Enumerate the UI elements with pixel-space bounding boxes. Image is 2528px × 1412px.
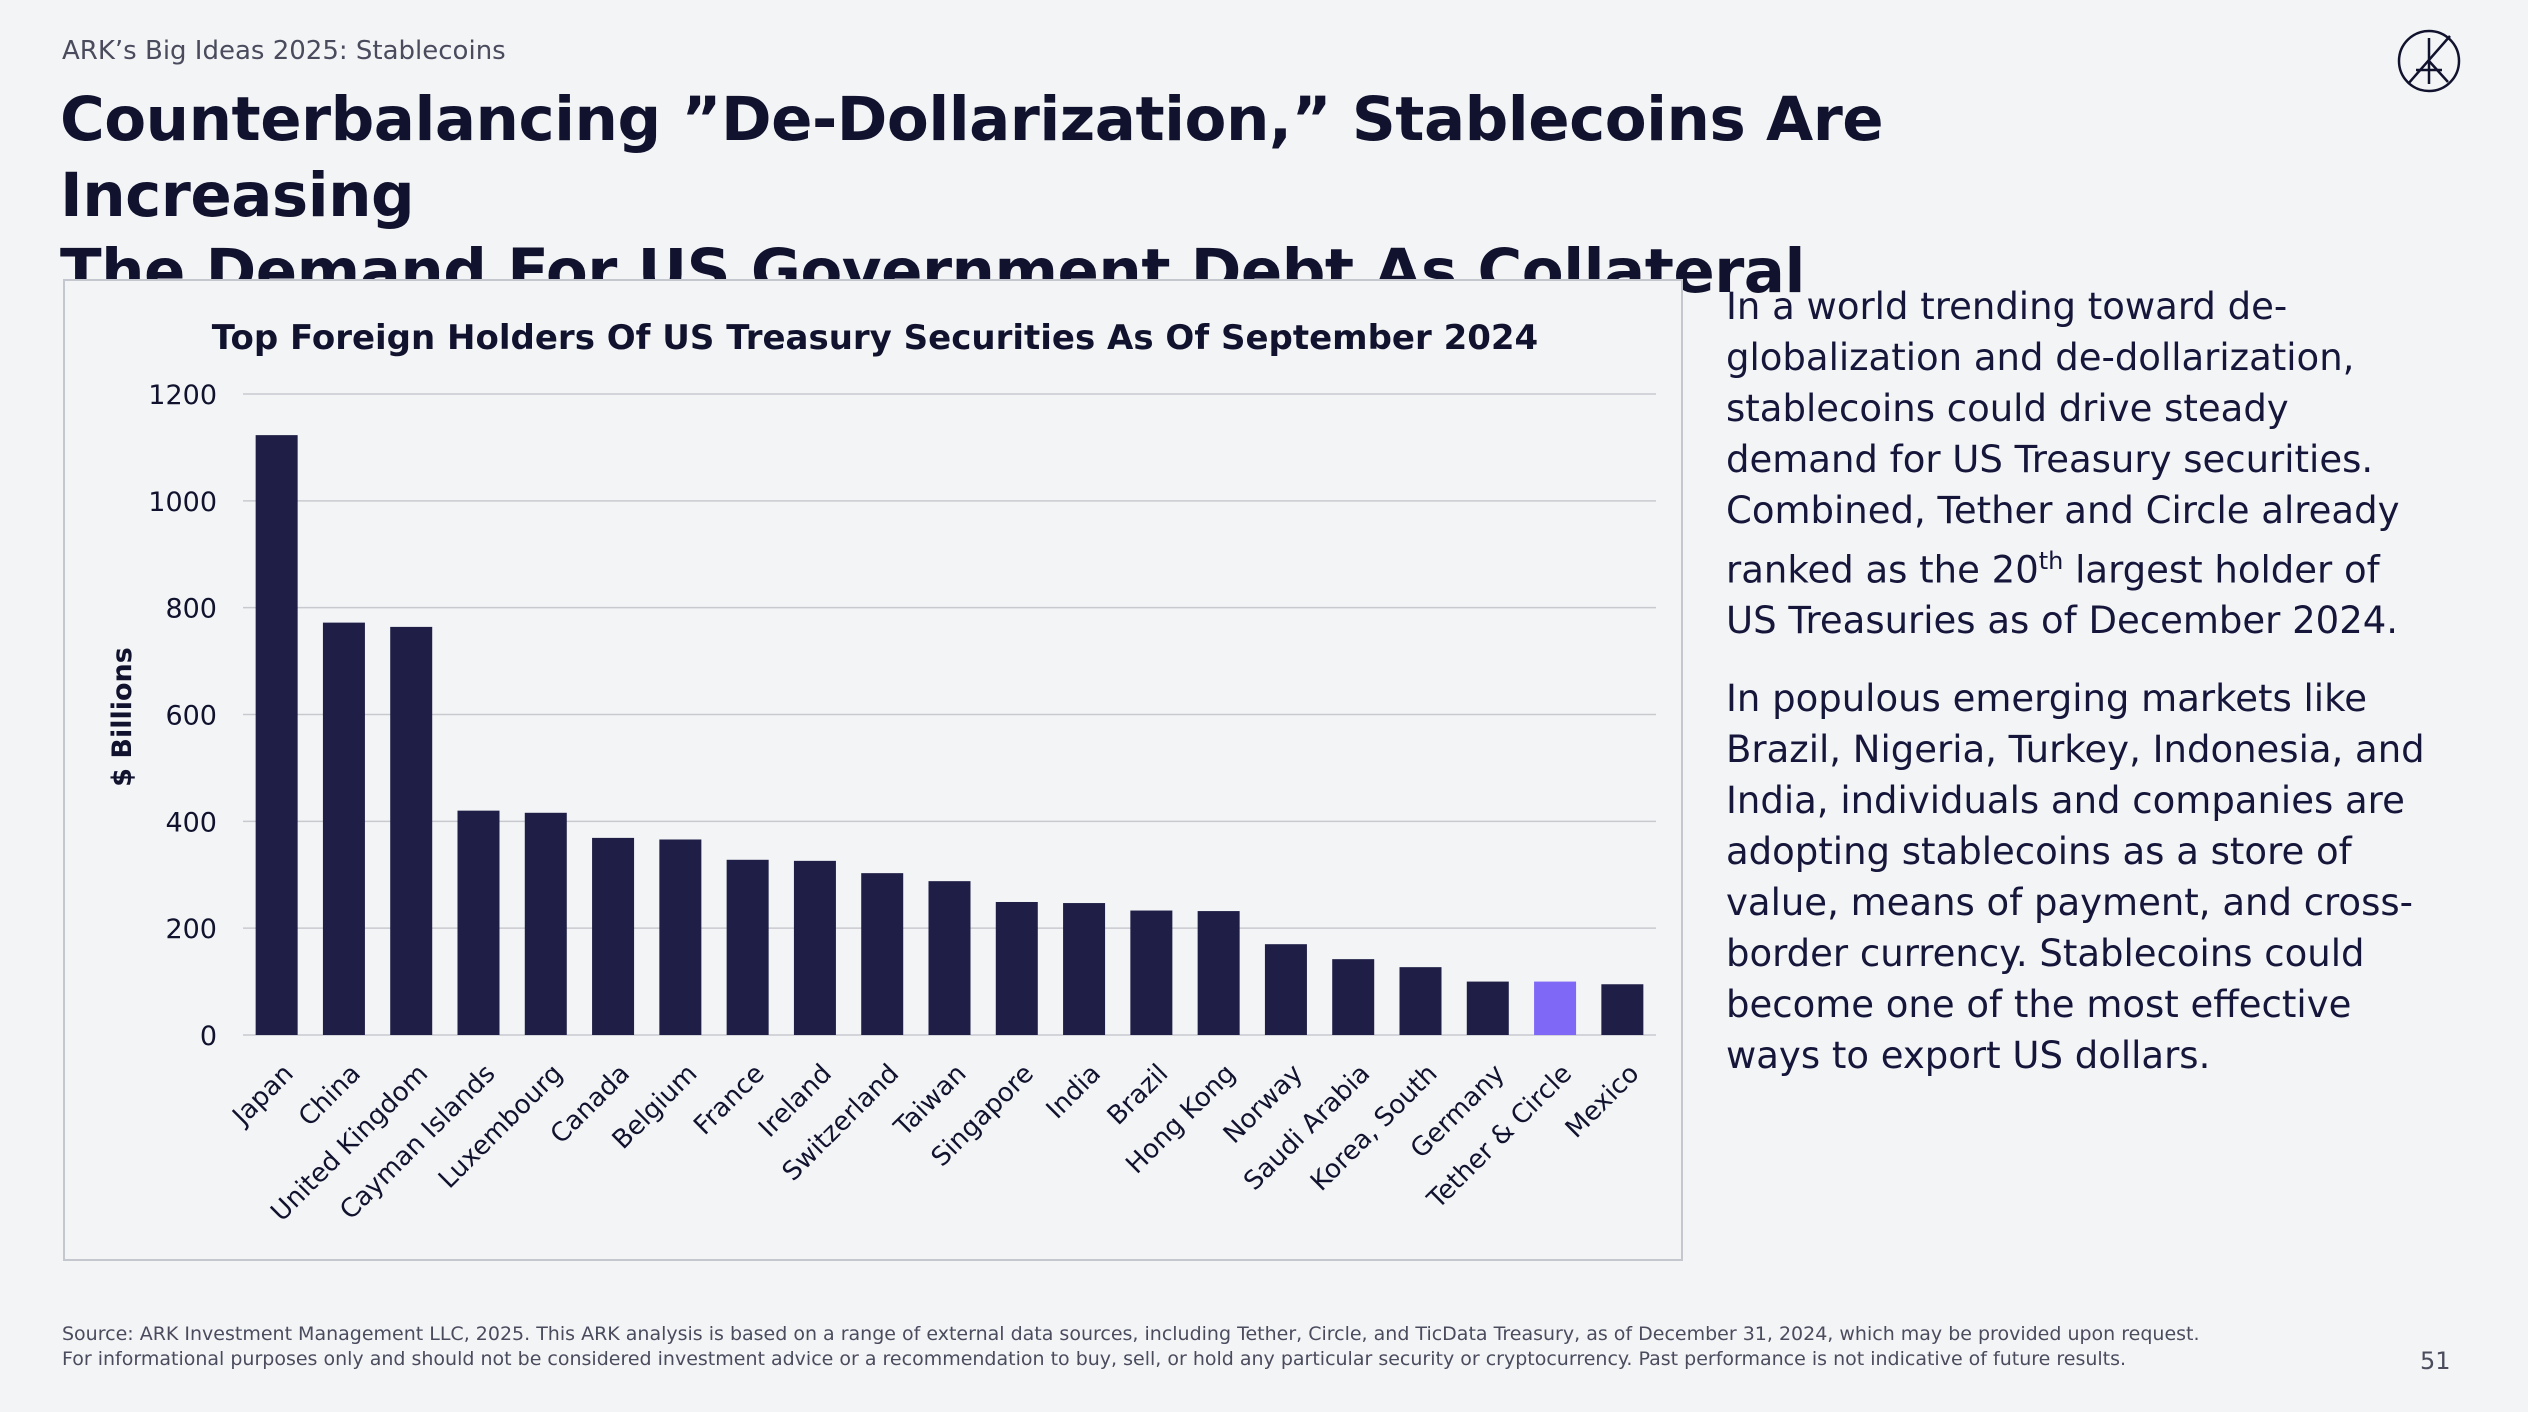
bar-france [726,859,769,1035]
bar-cayman-islands [457,810,500,1035]
y-axis-label: $ Billions [107,647,138,787]
bar-saudi-arabia [1332,959,1375,1035]
y-tick-label: 1000 [148,487,217,518]
page-title: Counterbalancing ”De-Dollarization,” Sta… [60,84,1884,307]
bar-canada [592,837,635,1035]
y-tick-label: 600 [165,701,217,732]
bar-japan [255,435,298,1035]
bar-brazil [1130,910,1173,1035]
bar-mexico [1601,984,1644,1035]
body-paragraph: In populous emerging markets like Brazil… [1726,677,2425,1078]
bar-germany [1466,981,1509,1035]
footer-notes: Source: ARK Investment Management LLC, 2… [62,1322,2382,1372]
ordinal-suffix: th [2038,547,2064,575]
y-tick-label: 0 [200,1021,217,1052]
bar-belgium [659,839,702,1035]
ark-logo-icon [2397,29,2461,93]
x-tick-label: India [1041,1059,1107,1125]
y-tick-label: 200 [165,914,217,945]
y-tick-label: 1200 [148,380,217,411]
x-tick-label: Switzerland [777,1059,905,1187]
bar-luxembourg [524,812,567,1035]
bar-tether-circle [1534,981,1577,1035]
bar-taiwan [928,881,971,1035]
bar-singapore [995,901,1038,1035]
bar-ireland [793,860,836,1035]
x-tick-label: Japan [226,1059,300,1133]
bar-india [1063,903,1106,1035]
bar-united-kingdom [390,626,433,1035]
bar-korea-south [1399,967,1442,1035]
bar-switzerland [861,873,904,1035]
source-note: Source: ARK Investment Management LLC, 2… [62,1323,2200,1345]
y-tick-label: 800 [165,594,217,625]
bar-hong-kong [1197,911,1240,1035]
body-text: In a world trending toward de-globalizat… [1726,281,2426,1108]
bar-chart: Top Foreign Holders Of US Treasury Secur… [107,318,1656,1228]
bar-china [322,622,365,1035]
eyebrow-label: ARK’s Big Ideas 2025: Stablecoins [62,36,506,66]
page-number: 51 [2420,1347,2451,1375]
body-paragraph: In a world trending toward de-globalizat… [1726,285,2400,643]
chart-title: Top Foreign Holders Of US Treasury Secur… [212,318,1538,358]
chart-panel: Top Foreign Holders Of US Treasury Secur… [63,279,1683,1261]
x-tick-label: Mexico [1560,1059,1645,1144]
disclaimer-note: For informational purposes only and shou… [62,1348,2127,1370]
bar-norway [1264,944,1307,1035]
y-tick-label: 400 [165,807,217,838]
